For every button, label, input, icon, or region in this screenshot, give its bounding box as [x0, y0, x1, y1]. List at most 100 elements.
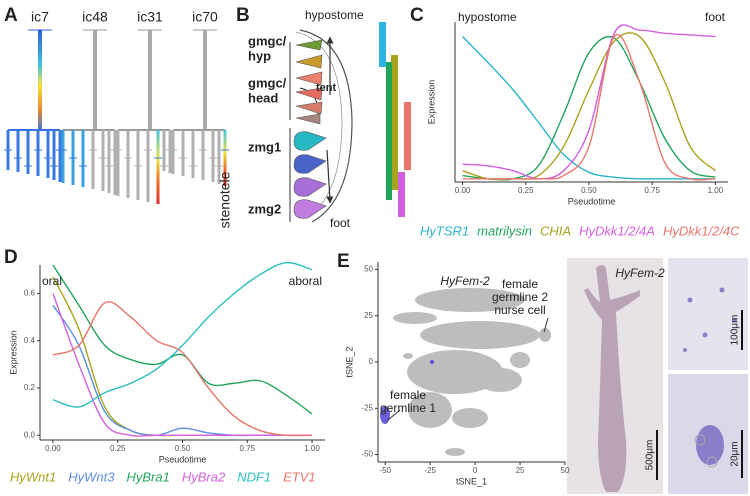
y-tick-label: 0.4 [24, 336, 36, 345]
y-tick-label: 0.6 [24, 288, 36, 297]
x-axis-title: tSNE_1 [456, 476, 487, 486]
legend-entry: HyWnt3 [68, 469, 115, 484]
y-tick-label: 50 [364, 265, 373, 274]
panel-letter: A [4, 5, 18, 26]
annotation: foot [705, 10, 726, 24]
legend-entry: CHIA [540, 223, 571, 238]
series-line [462, 33, 716, 181]
y-tick-label: 0 [369, 357, 374, 366]
tree-leaf [126, 130, 130, 198]
x-tick-label: 0.00 [455, 186, 471, 195]
tree-leaf [61, 130, 65, 183]
annotation: germline 1 [380, 401, 436, 415]
series-line [52, 293, 313, 437]
panel-letter: C [410, 5, 424, 26]
x-tick-label: 0.50 [175, 444, 191, 453]
tree-leaf [146, 130, 150, 202]
legend-entry: HyTSR1 [420, 223, 469, 238]
x-tick-label: 0 [473, 466, 478, 475]
tree-leaf [91, 130, 95, 189]
tree-leaf [168, 130, 172, 173]
tree-leaf [101, 130, 105, 191]
cell-state-label: gmgc/ [248, 33, 287, 48]
cluster-label: ic7 [31, 9, 49, 25]
series-line [462, 35, 716, 181]
tree-leaf [156, 130, 160, 204]
legend-entry: ETV1 [283, 469, 316, 484]
legend-entry: HyBra1 [126, 469, 169, 484]
tree-trunk [203, 30, 207, 130]
region-label: hypostome [305, 8, 364, 22]
scale-label: 20μm [730, 441, 741, 466]
x-axis-title: Pseudotime [568, 196, 616, 206]
tree-leaf [113, 130, 117, 195]
tree-leaf [16, 130, 20, 172]
x-tick-label: -25 [424, 466, 436, 475]
legend-entry: HyWnt1 [10, 469, 56, 484]
y-tick-label: -50 [361, 450, 373, 459]
tree-leaf [52, 130, 56, 180]
annotation: aboral [289, 274, 322, 288]
x-tick-label: 0.75 [239, 444, 255, 453]
tsne-clusters [380, 288, 551, 456]
tree-leaf [107, 130, 111, 193]
x-tick-label: 1.00 [304, 444, 320, 453]
x-tick-label: 0.75 [644, 186, 660, 195]
y-tick-label: 0.0 [24, 430, 36, 439]
x-tick-label: 0.25 [518, 186, 534, 195]
legend-entry: HyDkk1/2/4A [579, 223, 655, 238]
x-tick-label: 1.00 [708, 186, 724, 195]
region-label: tent [316, 82, 337, 94]
annotation: germline 2 [492, 290, 548, 304]
tree-leaf [223, 130, 227, 186]
legend-entry: NDF1 [237, 469, 271, 484]
tree-leaf [201, 130, 205, 180]
annotation-pointer [387, 409, 401, 421]
series-line [462, 36, 716, 180]
scale-label: 100μm [730, 315, 741, 346]
cell-state-label: zmg2 [248, 201, 281, 216]
series-line [462, 24, 716, 180]
cell-state-label: zmg1 [248, 139, 281, 154]
y-axis-title: Expression [426, 80, 436, 125]
x-tick-label: 50 [561, 466, 570, 475]
cluster-label: ic48 [82, 9, 108, 25]
y-tick-label: 25 [364, 311, 373, 320]
tree-leaf [217, 130, 221, 184]
tree-leaf [211, 130, 215, 182]
tree-trunk [38, 30, 42, 130]
y-axis-title: tSNE_2 [344, 346, 354, 377]
scale-label: 500μm [645, 440, 656, 471]
tree-trunk [148, 30, 152, 130]
tree-leaf [136, 130, 140, 200]
series-line [52, 264, 313, 415]
cell-state-label: hyp [248, 48, 271, 63]
y-axis-title: Expression [8, 330, 18, 375]
x-tick-label: -50 [379, 466, 391, 475]
cluster-label: ic31 [137, 9, 163, 25]
tree-leaf [162, 130, 166, 171]
tree-leaf [58, 130, 62, 182]
x-tick-label: 0.00 [45, 444, 61, 453]
gene-label: HyFem-2 [615, 266, 665, 280]
tree-leaf [191, 130, 195, 178]
tree-trunk [93, 30, 97, 130]
tree-leaf [171, 130, 175, 174]
tree-leaf [81, 130, 85, 187]
annotation: nurse cell [494, 303, 545, 317]
legend-entry: matrilysin [477, 223, 532, 238]
panel-letter: B [236, 5, 250, 26]
legend-entry: HyDkk1/2/4C [663, 223, 740, 238]
x-tick-label: 0.25 [110, 444, 126, 453]
series-line [52, 261, 313, 408]
panel-letter: E [337, 251, 350, 272]
annotation: female [502, 277, 538, 291]
tree-leaf [181, 130, 185, 176]
diagram [289, 22, 411, 223]
lineage-trees [4, 29, 229, 204]
tree-leaf [116, 130, 120, 196]
legend-entry: HyBra2 [182, 469, 226, 484]
annotation: oral [42, 274, 62, 288]
x-tick-label: 0.50 [581, 186, 597, 195]
